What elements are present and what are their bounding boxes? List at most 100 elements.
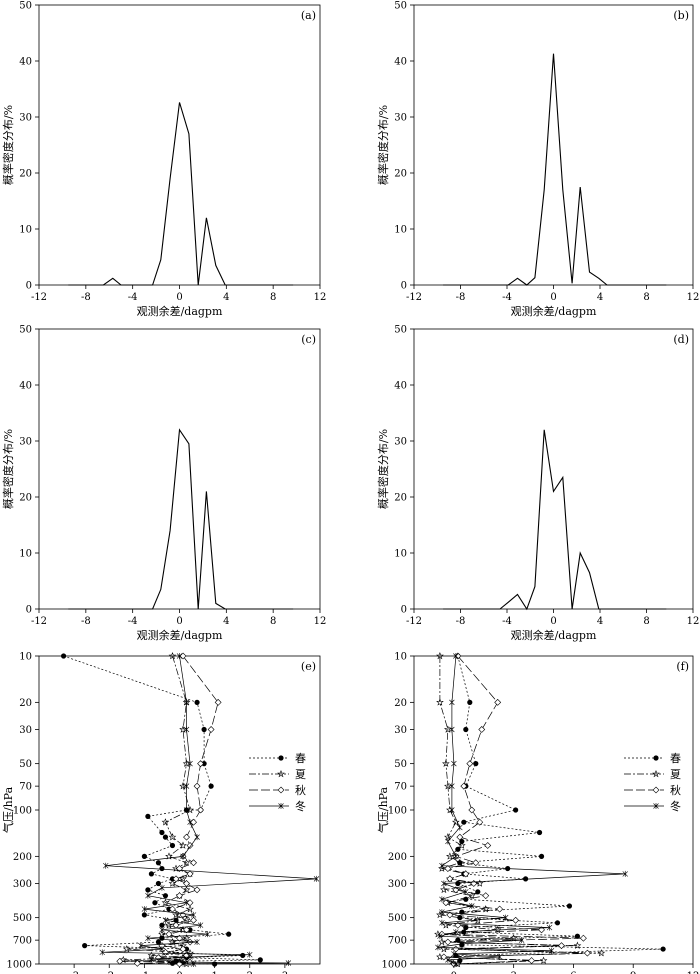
data-point (518, 937, 525, 944)
data-point (579, 934, 587, 942)
legend-marker (277, 769, 285, 778)
data-point (194, 939, 200, 946)
data-point (180, 960, 186, 967)
data-point (469, 902, 475, 909)
y-tick-label: 10 (19, 652, 32, 663)
y-tick-label: 50 (394, 1, 407, 12)
data-point (176, 892, 183, 900)
data-point (496, 953, 503, 960)
y-tick-label: 10 (394, 225, 407, 236)
series-line-2 (437, 656, 602, 965)
data-point (512, 916, 520, 924)
data-point (133, 959, 141, 967)
data-point (176, 934, 183, 942)
data-point (182, 916, 191, 924)
data-point (159, 865, 165, 872)
data-point (461, 819, 467, 825)
x-tick-label: 1 (211, 971, 217, 974)
data-point (440, 885, 448, 894)
panel-label: (d) (673, 333, 689, 346)
data-point (451, 950, 457, 957)
data-point (161, 898, 170, 906)
data-point (475, 889, 481, 895)
data-point (437, 933, 443, 940)
data-point (466, 760, 474, 768)
x-tick-label: -4 (128, 292, 138, 303)
data-point (172, 875, 180, 883)
y-tick-label: 30 (19, 113, 32, 124)
series-line-1 (455, 655, 664, 961)
x-tick-label: -4 (502, 292, 512, 303)
panel-label: (f) (676, 660, 689, 673)
y-tick-label: 20 (394, 698, 407, 709)
data-point (183, 699, 190, 706)
x-tick-label: -12 (406, 292, 422, 303)
y-tick-label: 30 (394, 725, 407, 736)
data-point (459, 940, 465, 947)
data-point (182, 934, 191, 942)
data-point (482, 892, 490, 900)
data-point (169, 876, 176, 882)
data-point (494, 698, 502, 706)
data-point (468, 806, 476, 814)
data-point (186, 899, 194, 907)
y-tick-label: 300 (13, 879, 32, 890)
y-axis-label: 概率密度分布/% (1, 429, 15, 509)
x-tick-label: -4 (502, 616, 512, 627)
data-point (446, 911, 454, 919)
x-tick-label: 12 (687, 971, 700, 974)
data-point (201, 761, 207, 767)
y-tick-label: 100 (13, 806, 32, 817)
data-point (457, 824, 463, 831)
data-point (476, 818, 484, 826)
data-point (193, 782, 201, 790)
data-point (201, 726, 207, 733)
chart-panel-5: -3-2-1012310203050701002003005007001000偏… (1, 652, 321, 974)
y-tick-label: 1000 (7, 960, 32, 971)
y-tick-label: 200 (388, 852, 407, 863)
panel-label: (c) (301, 333, 316, 346)
data-point (165, 921, 173, 929)
data-point (180, 853, 186, 860)
y-tick-label: 100 (388, 806, 407, 817)
legend-label: 春 (670, 752, 681, 765)
y-tick-label: 20 (394, 169, 407, 180)
data-point (442, 899, 450, 907)
data-point (155, 860, 162, 866)
data-point (444, 865, 452, 872)
data-point (453, 653, 459, 659)
x-tick-label: 2 (247, 971, 253, 974)
data-point (240, 952, 246, 959)
y-tick-label: 50 (19, 325, 32, 336)
data-point (435, 944, 441, 951)
y-tick-label: 20 (19, 493, 32, 504)
data-point (463, 888, 469, 895)
data-point (190, 961, 197, 967)
data-point (455, 880, 461, 887)
x-tick-label: 0 (550, 616, 556, 627)
plot-frame (413, 655, 694, 965)
data-point (179, 874, 187, 883)
data-point (548, 947, 555, 954)
data-point (257, 957, 263, 963)
data-point (438, 937, 446, 946)
data-point (457, 915, 463, 921)
y-tick-label: 10 (19, 549, 32, 560)
legend-label: 冬 (295, 799, 306, 813)
data-point (186, 905, 194, 913)
data-point (197, 806, 204, 814)
data-point (190, 911, 197, 918)
data-point (190, 818, 197, 826)
legend-marker (278, 755, 284, 761)
y-tick-label: 1000 (382, 960, 407, 971)
x-tick-label: 9 (630, 971, 636, 974)
legend-label: 夏 (670, 768, 681, 781)
legend-marker (653, 755, 659, 761)
data-point (472, 859, 480, 867)
data-point (187, 927, 193, 933)
y-tick-label: 40 (394, 381, 407, 392)
data-point (546, 924, 553, 931)
x-tick-label: 0 (451, 971, 457, 974)
data-point (166, 958, 172, 965)
panel-label: (a) (301, 9, 316, 22)
